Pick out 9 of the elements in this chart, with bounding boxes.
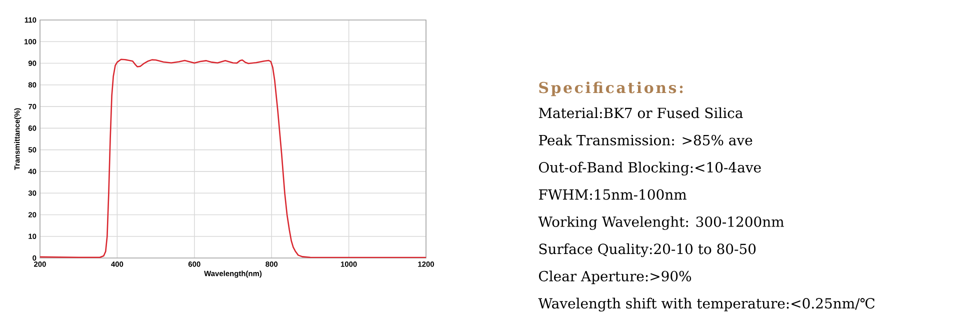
text: Wavelength shift with temperature:<0.25nm/℃ [538, 298, 875, 312]
text: Working Wavelenght: 300-1200nm [538, 216, 784, 230]
text: Surface Quality:20-10 to 80-50 [539, 243, 756, 258]
text: Specifications: [539, 82, 683, 96]
text: Material:BK7 or Fused Silica [538, 107, 743, 118]
text: Out-of-Band Blocking:<10-4ave [538, 162, 761, 176]
text: Peak Transmission: >85% ave [538, 134, 752, 146]
text: FWHM:15nm-100nm [538, 189, 686, 200]
text: Clear Aperture:>90% [538, 270, 692, 284]
